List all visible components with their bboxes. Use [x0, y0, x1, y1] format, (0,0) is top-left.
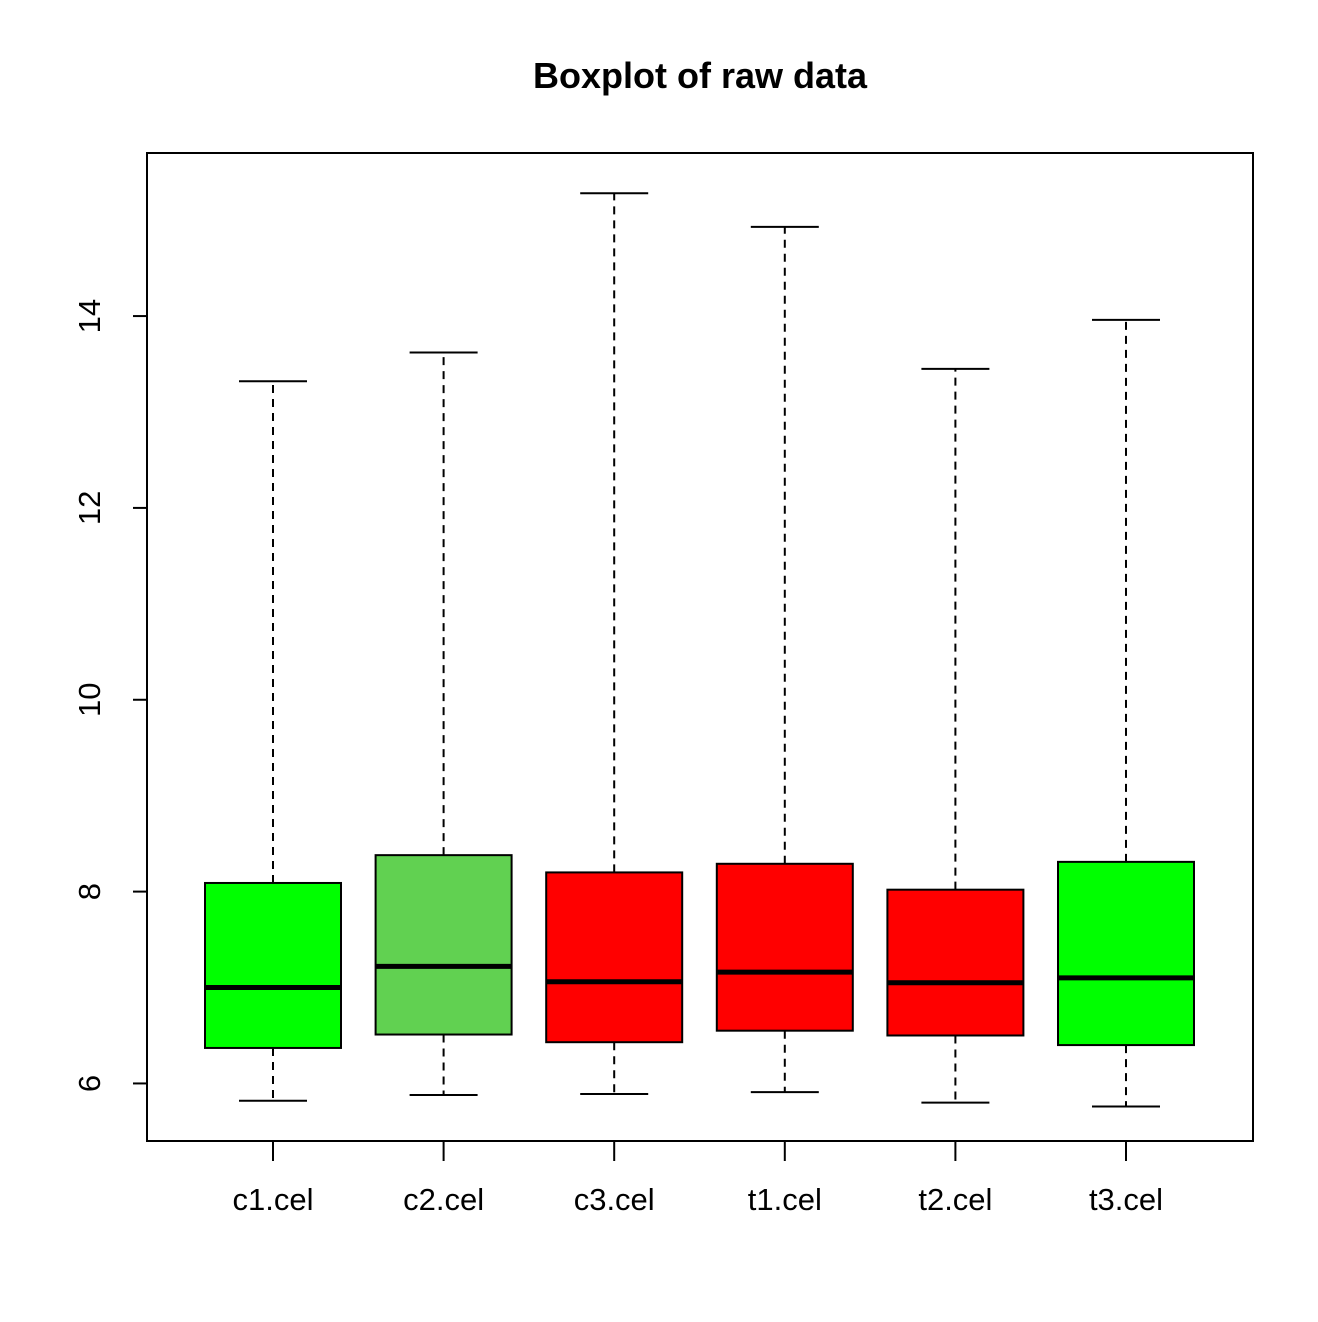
box-c2.cel: [374, 351, 513, 1096]
iqr-box: [1057, 860, 1195, 1047]
box-t1.cel: [715, 225, 854, 1094]
x-tick-label: t1.cel: [748, 1182, 822, 1217]
boxes-group: [204, 192, 1195, 1108]
y-tick-label: 6: [72, 1075, 107, 1092]
box-t2.cel: [886, 367, 1025, 1104]
y-tick-label: 14: [72, 299, 107, 333]
box-c3.cel: [545, 192, 684, 1095]
box-t3.cel: [1057, 318, 1195, 1108]
x-tick-label: t3.cel: [1089, 1182, 1163, 1217]
plot-frame: [146, 152, 1254, 1142]
x-tick-label: t2.cel: [918, 1182, 992, 1217]
x-tick-label: c3.cel: [574, 1182, 655, 1217]
iqr-box: [715, 862, 854, 1032]
x-axis: c1.cel c2.cel c3.cel t1.cel t2.cel t3.cel: [233, 1141, 1163, 1217]
iqr-box: [886, 888, 1025, 1037]
iqr-box: [374, 854, 513, 1036]
y-tick-label: 8: [72, 883, 107, 900]
box-c1.cel: [204, 380, 342, 1102]
iqr-box: [204, 881, 342, 1049]
x-tick-label: c1.cel: [233, 1182, 314, 1217]
iqr-box: [545, 871, 684, 1044]
chart-title: Boxplot of raw data: [533, 55, 868, 96]
x-tick-label: c2.cel: [403, 1182, 484, 1217]
y-tick-label: 10: [72, 683, 107, 717]
y-axis: 6 8 10 12 14: [72, 299, 147, 1092]
y-tick-label: 12: [72, 491, 107, 525]
